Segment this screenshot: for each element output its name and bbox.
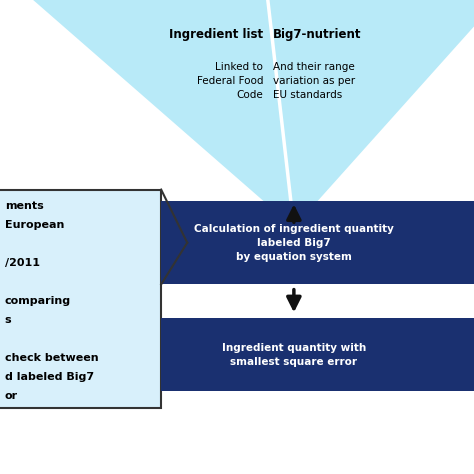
FancyBboxPatch shape [161, 201, 474, 284]
Polygon shape [33, 0, 474, 228]
Text: /2011: /2011 [5, 258, 40, 268]
Text: Ingredient quantity with
smallest square error: Ingredient quantity with smallest square… [222, 343, 366, 366]
FancyBboxPatch shape [161, 318, 474, 391]
Text: ments: ments [5, 201, 44, 211]
Text: or: or [5, 391, 18, 401]
Text: Linked to
Federal Food
Code: Linked to Federal Food Code [197, 62, 263, 100]
Text: comparing: comparing [5, 296, 71, 306]
Text: And their range
variation as per
EU standards: And their range variation as per EU stan… [273, 62, 355, 100]
Text: Ingredient list: Ingredient list [169, 28, 263, 41]
Text: s: s [5, 315, 11, 325]
Text: Calculation of ingredient quantity
labeled Big7
by equation system: Calculation of ingredient quantity label… [194, 224, 394, 262]
Text: d labeled Big7: d labeled Big7 [5, 372, 94, 382]
FancyBboxPatch shape [0, 190, 161, 408]
Text: check between: check between [5, 353, 99, 363]
Text: European: European [5, 220, 64, 230]
Text: Big7-nutrient: Big7-nutrient [273, 28, 361, 41]
